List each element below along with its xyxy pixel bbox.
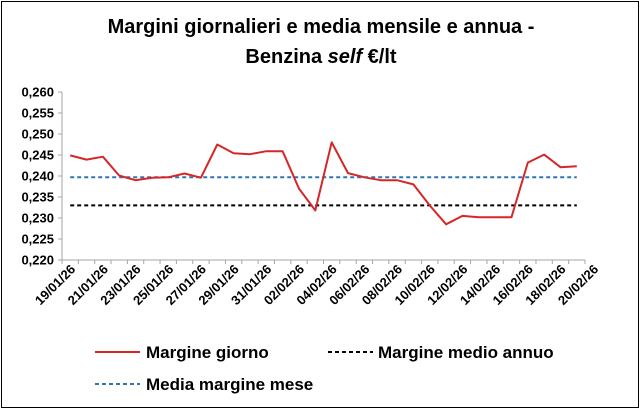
title-prefix: Benzina [245, 46, 328, 68]
y-tick-label: 0,245 [21, 148, 54, 163]
legend-label: Margine medio annuo [378, 343, 554, 362]
chart-title-line-2: Benzina self €/lt [0, 46, 642, 69]
title-italic: self [327, 46, 363, 68]
y-tick-label: 0,230 [21, 211, 54, 226]
title-suffix: €/lt [362, 46, 397, 68]
y-tick-label: 0,220 [21, 253, 54, 268]
y-tick-label: 0,250 [21, 127, 54, 142]
legend-label: Margine giorno [146, 343, 269, 362]
chart-title-line-1: Margini giornalieri e media mensile e an… [107, 16, 535, 38]
y-tick-label: 0,255 [21, 106, 54, 121]
y-tick-label: 0,235 [21, 190, 54, 205]
legend-label: Media margine mese [146, 375, 313, 394]
series-line-margine-giorno [69, 141, 577, 226]
y-tick-label: 0,240 [21, 169, 54, 184]
y-tick-label: 0,225 [21, 232, 54, 247]
y-tick-label: 0,260 [21, 85, 54, 100]
